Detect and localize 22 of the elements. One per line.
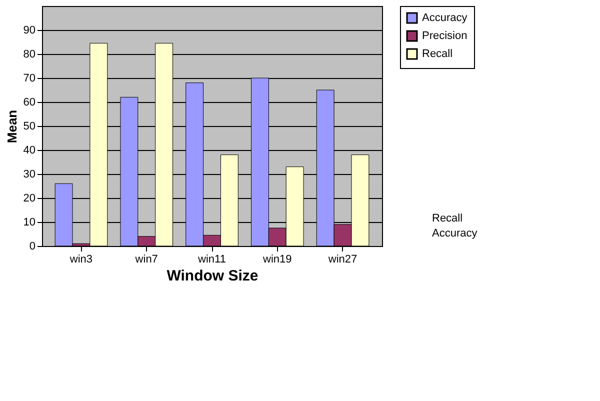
- x-tick-label: win11: [197, 254, 226, 266]
- x-tick-label: win27: [327, 254, 358, 266]
- y-tick-label: 40: [23, 144, 36, 156]
- y-tick-label: 60: [23, 96, 36, 108]
- x-tick-label: win7: [134, 254, 158, 266]
- y-tick-label: 30: [23, 168, 36, 180]
- x-tick-label: win19: [262, 254, 292, 266]
- text: Recall: [432, 212, 463, 224]
- x-tick-label: win3: [68, 254, 93, 266]
- legend-label: Accuracy: [422, 12, 468, 24]
- x-axis-title: Window Size: [166, 268, 258, 284]
- legend-label: Precision: [422, 30, 468, 42]
- y-tick-label: 20: [23, 192, 36, 204]
- legend-label: Recall: [422, 48, 453, 60]
- y-tick-label: 0: [29, 240, 36, 252]
- text: Accuracy: [432, 228, 478, 240]
- y-tick-label: 80: [23, 48, 36, 60]
- y-axis-title: Mean: [4, 110, 20, 144]
- y-tick-label: 70: [23, 72, 36, 84]
- y-tick-label: 10: [23, 216, 36, 228]
- y-tick-label: 90: [23, 24, 36, 36]
- y-tick-label: 50: [23, 120, 36, 132]
